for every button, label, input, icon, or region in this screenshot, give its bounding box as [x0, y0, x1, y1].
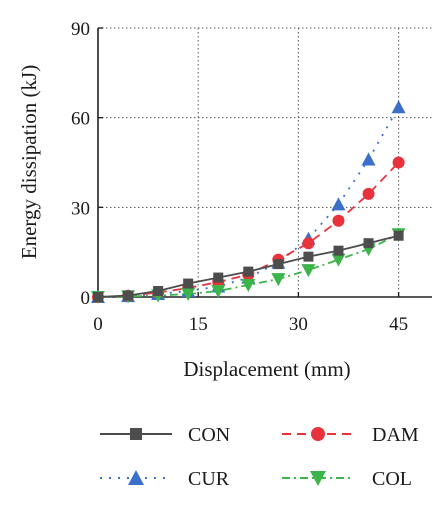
- data-point-triangle-down: [301, 264, 316, 278]
- legend-item-dam: DAM: [282, 424, 419, 446]
- data-point-triangle-down: [331, 253, 346, 267]
- data-point-triangle-down: [181, 288, 196, 302]
- data-point-triangle-down: [241, 279, 256, 293]
- x-tick-label: 0: [93, 314, 103, 335]
- data-point-triangle-down: [211, 285, 226, 299]
- data-point-circle: [332, 214, 345, 227]
- x-tick-label: 15: [189, 314, 208, 335]
- y-tick-label: 30: [71, 198, 90, 219]
- data-point-circle: [302, 237, 315, 250]
- data-point-square: [130, 428, 142, 440]
- data-point-square: [183, 278, 194, 289]
- data-point-square: [303, 251, 314, 262]
- legend-label: CUR: [188, 468, 230, 490]
- data-point-triangle-down: [310, 471, 326, 486]
- data-point-square: [243, 266, 254, 277]
- data-point-triangle-up: [331, 197, 346, 211]
- data-point-square: [393, 230, 404, 241]
- x-tick-label: 30: [289, 314, 308, 335]
- legend-item-col: COL: [282, 468, 412, 490]
- y-tick-label: 60: [71, 109, 90, 130]
- legend-item-cur: CUR: [100, 468, 230, 490]
- data-point-square: [273, 259, 284, 270]
- data-point-square: [93, 292, 103, 302]
- y-tick-label: 90: [71, 19, 90, 40]
- series-con: [93, 230, 404, 302]
- grid-lines: [98, 27, 432, 297]
- plot-series: [91, 100, 406, 304]
- data-point-square: [363, 238, 374, 249]
- data-point-triangle-up: [128, 470, 144, 485]
- legend: CON DAM CUR COL: [100, 424, 419, 490]
- tick-labels: 0 15 30 45 0 30 60 90: [71, 19, 408, 335]
- data-point-square: [333, 245, 344, 256]
- data-point-triangle-down: [271, 273, 286, 287]
- data-point-circle: [362, 187, 375, 200]
- y-tick-label: 0: [81, 288, 91, 309]
- x-tick-label: 45: [389, 314, 408, 335]
- data-point-triangle-up: [361, 152, 376, 166]
- legend-label: DAM: [372, 424, 419, 446]
- data-point-square: [123, 290, 134, 301]
- x-axis-title: Displacement (mm): [183, 357, 350, 381]
- data-point-square: [213, 272, 224, 283]
- data-point-square: [153, 286, 164, 297]
- data-point-circle: [392, 156, 405, 169]
- legend-item-con: CON: [100, 424, 230, 446]
- y-axis-title: Energy dissipation (kJ): [17, 65, 41, 259]
- data-point-triangle-up: [391, 100, 406, 114]
- axes: [97, 27, 432, 298]
- legend-label: CON: [188, 424, 230, 446]
- data-point-circle: [311, 427, 325, 441]
- legend-label: COL: [372, 468, 412, 490]
- series-col: [91, 228, 406, 304]
